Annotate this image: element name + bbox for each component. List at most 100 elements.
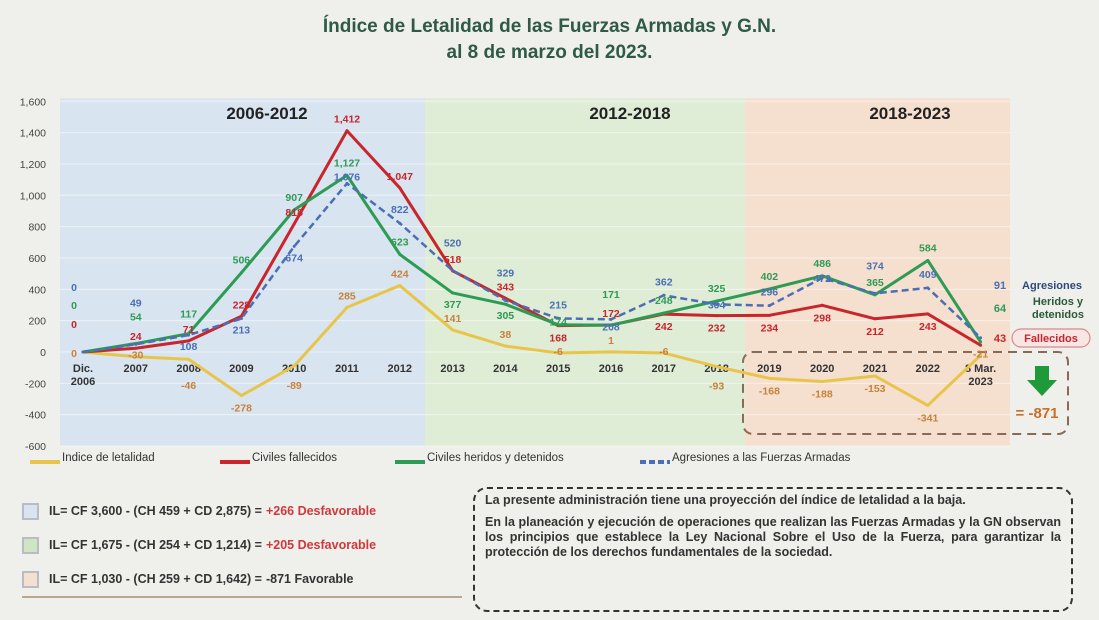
data-point-heridos — [979, 340, 983, 344]
data-point-il — [187, 357, 191, 361]
data-label-il: -46 — [181, 380, 196, 392]
data-point-il — [715, 365, 719, 369]
data-label-agresiones: 374 — [866, 260, 884, 272]
data-point-heridos — [556, 323, 560, 327]
data-point-fallecidos — [926, 312, 930, 316]
title-line-1: Índice de Letalidad de las Fuerzas Armad… — [322, 16, 777, 37]
data-label-heridos: 54 — [130, 312, 142, 324]
y-tick-label: 600 — [28, 253, 46, 265]
note-paragraph-1: La presente administración tiene una pro… — [485, 493, 966, 507]
data-label-il: -168 — [759, 385, 780, 397]
series-line-il — [82, 284, 982, 407]
fallecidos-pill — [1011, 328, 1091, 348]
data-point-fallecidos — [345, 129, 349, 133]
y-tick-label: 1,000 — [20, 190, 46, 202]
end-label-agresiones: Agresiones — [1022, 280, 1082, 292]
data-label-il: -93 — [709, 381, 724, 393]
data-label-il: 38 — [500, 329, 512, 341]
x-tick-label: 2015 — [546, 363, 570, 375]
y-tick-label: 1,600 — [20, 96, 46, 108]
data-label-il: -30 — [128, 350, 143, 362]
formula-2012-2018: IL= CF 1,675 - (CH 254 + CD 1,214) = +205… — [22, 528, 462, 562]
formulas: IL= CF 3,600 - (CH 459 + CD 2,875) = +266… — [22, 494, 462, 598]
data-point-agresiones — [134, 342, 138, 346]
data-label-fallecidos: 242 — [655, 321, 673, 333]
data-label-agresiones: 0 — [71, 282, 77, 294]
x-tick-label: 2007 — [124, 363, 148, 375]
data-point-il — [556, 351, 560, 355]
data-point-il — [239, 394, 243, 398]
legend-item-fallecidos: Civiles fallecidos — [220, 452, 337, 464]
data-label-il: 424 — [391, 269, 409, 281]
data-label-il: -188 — [812, 388, 833, 400]
legend-swatch-il — [30, 460, 60, 464]
data-point-il — [345, 305, 349, 309]
data-label-heridos: 365 — [866, 277, 884, 289]
data-label-agresiones: 329 — [497, 267, 515, 279]
data-label-agresiones: 409 — [919, 269, 937, 281]
data-point-il — [767, 376, 771, 380]
end-value-agresiones: 91 — [994, 280, 1006, 292]
data-label-il: -153 — [864, 383, 885, 395]
data-label-agresiones: 215 — [549, 299, 567, 311]
data-label-agresiones: 208 — [602, 321, 620, 333]
data-point-heridos — [767, 287, 771, 291]
data-point-il — [609, 350, 613, 354]
data-point-il — [979, 353, 983, 357]
data-label-heridos: 174 — [549, 317, 567, 329]
data-point-fallecidos — [715, 314, 719, 318]
data-label-heridos: 623 — [391, 236, 409, 248]
period-color-box — [22, 502, 39, 520]
data-point-agresiones — [187, 333, 191, 337]
data-label-il: -21 — [973, 348, 988, 360]
data-label-il: 285 — [338, 290, 356, 302]
data-point-agresiones — [239, 317, 243, 321]
legend-label: Agresiones a las Fuerzas Armadas — [672, 452, 851, 464]
data-point-il — [662, 351, 666, 355]
y-tick-label: 800 — [28, 222, 46, 234]
data-label-fallecidos: 71 — [183, 324, 195, 336]
data-point-fallecidos — [979, 343, 983, 347]
data-point-fallecidos — [292, 222, 296, 226]
chart-legend: Indice de letalidad Civiles fallecidos C… — [30, 452, 1030, 470]
data-point-fallecidos — [187, 339, 191, 343]
y-tick-label: 400 — [28, 284, 46, 296]
y-tick-label: -200 — [25, 378, 46, 390]
period-label: 2006-2012 — [226, 104, 307, 123]
data-point-heridos — [398, 252, 402, 256]
y-tick-label: 1,200 — [20, 159, 46, 171]
data-label-fallecidos: 818 — [285, 207, 303, 219]
period-color-box — [22, 536, 39, 554]
period-color-box — [22, 570, 39, 588]
x-tick-label: 8 Mar. 2023 — [965, 363, 996, 388]
data-point-il — [451, 328, 455, 332]
x-tick-label: 2021 — [863, 363, 887, 375]
data-label-il: -341 — [917, 412, 938, 424]
data-point-il — [820, 379, 824, 383]
data-point-agresiones — [715, 302, 719, 306]
data-label-heridos: 1,127 — [334, 157, 360, 169]
data-label-agresiones: 296 — [761, 287, 779, 299]
data-point-heridos — [345, 173, 349, 177]
x-tick-label: 2008 — [176, 363, 200, 375]
data-point-heridos — [662, 311, 666, 315]
data-label-agresiones: 49 — [130, 297, 142, 309]
data-point-heridos — [503, 302, 507, 306]
period-band-2 — [425, 98, 745, 447]
x-tick-label: 2012 — [388, 363, 412, 375]
data-point-il — [873, 374, 877, 378]
data-label-heridos: 907 — [285, 192, 303, 204]
data-label-fallecidos: 172 — [602, 308, 620, 320]
data-label-heridos: 248 — [655, 295, 673, 307]
data-label-il: -278 — [231, 403, 252, 415]
data-label-il: -6 — [659, 346, 668, 358]
data-label-agresiones: 822 — [391, 204, 409, 216]
data-label-agresiones: 520 — [444, 238, 462, 250]
data-point-fallecidos — [820, 303, 824, 307]
data-point-heridos — [820, 274, 824, 278]
data-label-agresiones: 472 — [813, 273, 831, 285]
data-point-fallecidos — [767, 313, 771, 317]
data-label-heridos: 305 — [497, 310, 515, 322]
note-box: La presente administración tiene una pro… — [473, 487, 1073, 612]
series-line-heridos — [82, 173, 982, 354]
